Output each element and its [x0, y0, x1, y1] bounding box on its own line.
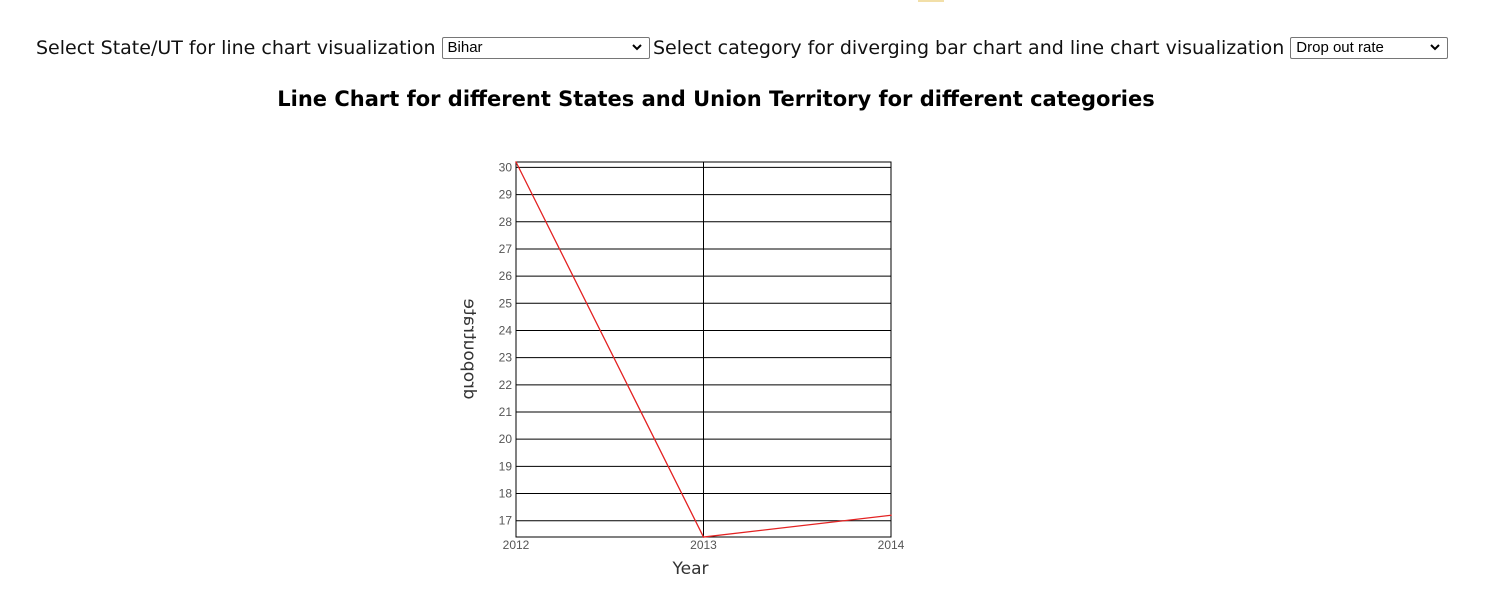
top-accent-bar	[918, 0, 944, 2]
y-axis-label: dropoutrate	[459, 299, 479, 400]
y-tick-label: 27	[499, 242, 513, 256]
y-tick-label: 23	[499, 351, 513, 365]
y-tick-label: 28	[499, 215, 513, 229]
state-select-group: Select State/UT for line chart visualiza…	[36, 35, 650, 61]
chart-title: Line Chart for different States and Unio…	[277, 87, 1155, 111]
x-tick-label: 2014	[878, 538, 905, 552]
x-tick-label: 2013	[690, 538, 717, 552]
data-point	[515, 161, 517, 163]
state-select[interactable]: Bihar	[441, 37, 650, 59]
y-tick-label: 19	[499, 459, 513, 473]
state-select-label: Select State/UT for line chart visualiza…	[36, 37, 436, 59]
y-tick-label: 17	[499, 514, 513, 528]
category-select-label: Select category for diverging bar chart …	[653, 37, 1285, 59]
y-tick-label: 29	[499, 188, 513, 202]
y-tick-label: 30	[499, 160, 513, 174]
data-point	[890, 514, 892, 517]
y-tick-label: 25	[499, 296, 513, 310]
y-tick-label: 20	[499, 432, 513, 446]
y-tick-label: 18	[499, 487, 513, 501]
x-tick-label: 2012	[503, 538, 530, 552]
y-tick-label: 24	[499, 323, 513, 337]
y-tick-label: 22	[499, 378, 513, 392]
y-tick-label: 21	[499, 405, 513, 419]
y-tick-label: 26	[499, 269, 513, 283]
category-select[interactable]: Drop out rate	[1290, 37, 1449, 59]
x-axis-label: Year	[672, 559, 709, 579]
chevron-down-icon	[631, 44, 642, 51]
chevron-down-icon	[1430, 44, 1440, 51]
category-select-group: Select category for diverging bar chart …	[653, 35, 1449, 61]
data-point	[702, 536, 705, 538]
category-select-value: Drop out rate	[1296, 39, 1384, 56]
state-select-value: Bihar	[447, 39, 483, 56]
